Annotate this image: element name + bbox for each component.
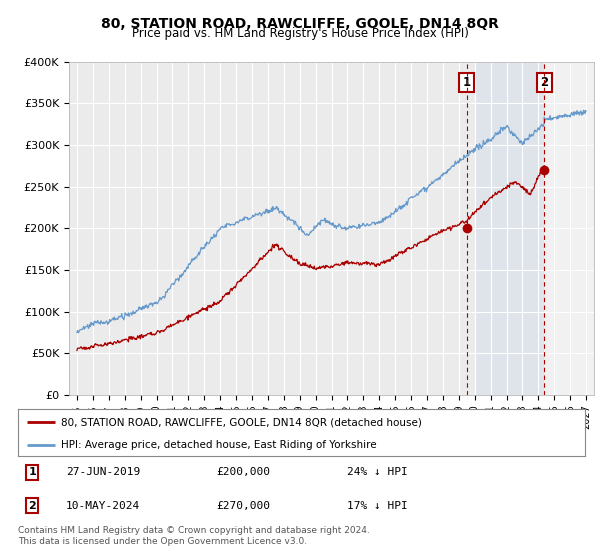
Text: HPI: Average price, detached house, East Riding of Yorkshire: HPI: Average price, detached house, East… xyxy=(61,440,376,450)
Text: £200,000: £200,000 xyxy=(217,467,271,477)
Text: Contains HM Land Registry data © Crown copyright and database right 2024.
This d: Contains HM Land Registry data © Crown c… xyxy=(18,526,370,546)
Text: £270,000: £270,000 xyxy=(217,501,271,511)
Text: Price paid vs. HM Land Registry's House Price Index (HPI): Price paid vs. HM Land Registry's House … xyxy=(131,27,469,40)
Text: 24% ↓ HPI: 24% ↓ HPI xyxy=(347,467,407,477)
Bar xyxy=(544,62,594,395)
Text: 1: 1 xyxy=(28,467,36,477)
Text: 10-MAY-2024: 10-MAY-2024 xyxy=(66,501,140,511)
Bar xyxy=(544,62,594,395)
Bar xyxy=(475,62,544,395)
Text: 80, STATION ROAD, RAWCLIFFE, GOOLE, DN14 8QR (detached house): 80, STATION ROAD, RAWCLIFFE, GOOLE, DN14… xyxy=(61,417,421,427)
Text: 80, STATION ROAD, RAWCLIFFE, GOOLE, DN14 8QR: 80, STATION ROAD, RAWCLIFFE, GOOLE, DN14… xyxy=(101,17,499,31)
Text: 17% ↓ HPI: 17% ↓ HPI xyxy=(347,501,407,511)
Text: 2: 2 xyxy=(28,501,36,511)
Text: 1: 1 xyxy=(463,76,471,89)
Text: 2: 2 xyxy=(540,76,548,89)
Text: 27-JUN-2019: 27-JUN-2019 xyxy=(66,467,140,477)
